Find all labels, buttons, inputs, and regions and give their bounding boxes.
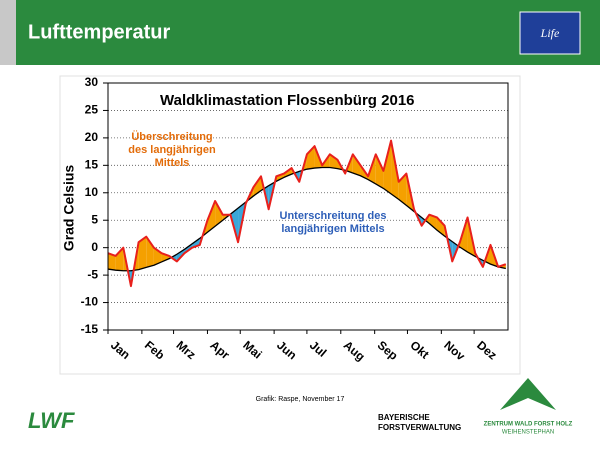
area-above <box>146 236 154 268</box>
plot-border <box>107 82 509 331</box>
y-tick-label: 5 <box>91 212 98 226</box>
area-above <box>375 154 384 189</box>
chart-title: Waldklimastation Flossenbürg 2016 <box>160 92 415 109</box>
area-above <box>253 176 262 197</box>
y-tick-label: 25 <box>85 103 99 117</box>
header-title: Lufttemperatur <box>28 21 170 43</box>
eu-logo-text: Life <box>540 26 560 40</box>
area-above <box>115 247 124 271</box>
area-above <box>108 253 116 271</box>
y-axis-label: Grad Celsius <box>61 165 77 252</box>
area-above <box>383 140 392 194</box>
area-above <box>352 154 361 176</box>
y-tick-label: -15 <box>81 322 99 336</box>
y-tick-label: 0 <box>91 240 98 254</box>
y-tick-label: 10 <box>85 185 99 199</box>
series-line <box>107 139 507 288</box>
y-tick-label: -10 <box>81 295 99 309</box>
header-bar <box>0 0 600 65</box>
credit: Grafik: Raspe, November 17 <box>256 396 345 403</box>
annotation: Unterschreitung des langjährigen Mittels <box>280 210 387 235</box>
zwfh-logo: WEIHENSTEPHAN <box>502 430 554 436</box>
y-tick-label: 30 <box>85 75 99 89</box>
area-above <box>329 154 338 169</box>
y-tick-label: -5 <box>87 267 98 281</box>
series-line <box>107 166 506 272</box>
y-tick-label: 20 <box>85 130 99 144</box>
area-above <box>138 236 147 270</box>
header-accent <box>0 0 16 65</box>
eu-logo <box>519 11 581 55</box>
zwfh-logo: ZENTRUM WALD FORST HOLZ <box>484 422 573 428</box>
y-tick-label: 15 <box>85 158 99 172</box>
area-above <box>276 173 284 182</box>
area-above <box>306 146 315 170</box>
area-above <box>215 201 223 227</box>
annotation: Überschreitung des langjährigen Mittels <box>128 130 216 169</box>
area-below <box>127 270 131 287</box>
zwfh-logo <box>500 378 556 410</box>
bayf-logo: BAYERISCHE <box>378 413 430 422</box>
area-above <box>207 201 216 233</box>
chart-frame <box>59 75 521 375</box>
area-above <box>429 214 437 231</box>
lwf-logo: LWF <box>28 408 75 433</box>
bayf-logo: FORSTVERWALTUNG <box>378 423 461 432</box>
area-above <box>398 173 407 206</box>
plot-area <box>108 83 508 330</box>
